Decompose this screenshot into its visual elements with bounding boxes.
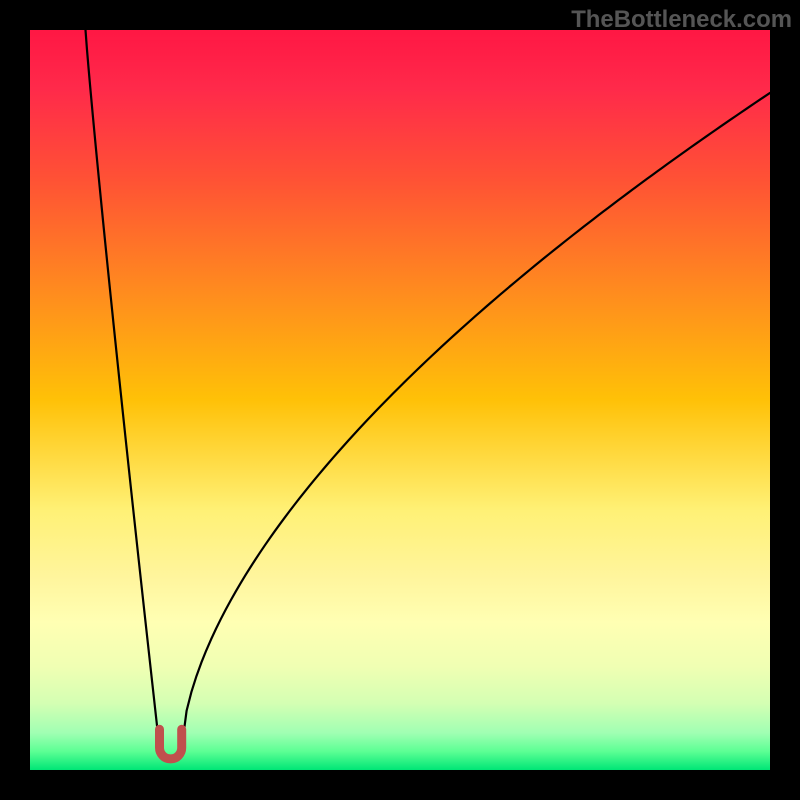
gradient-background: [30, 30, 770, 770]
canvas: TheBottleneck.com: [0, 0, 800, 800]
plot-area: [30, 30, 770, 770]
watermark-text: TheBottleneck.com: [571, 6, 792, 34]
